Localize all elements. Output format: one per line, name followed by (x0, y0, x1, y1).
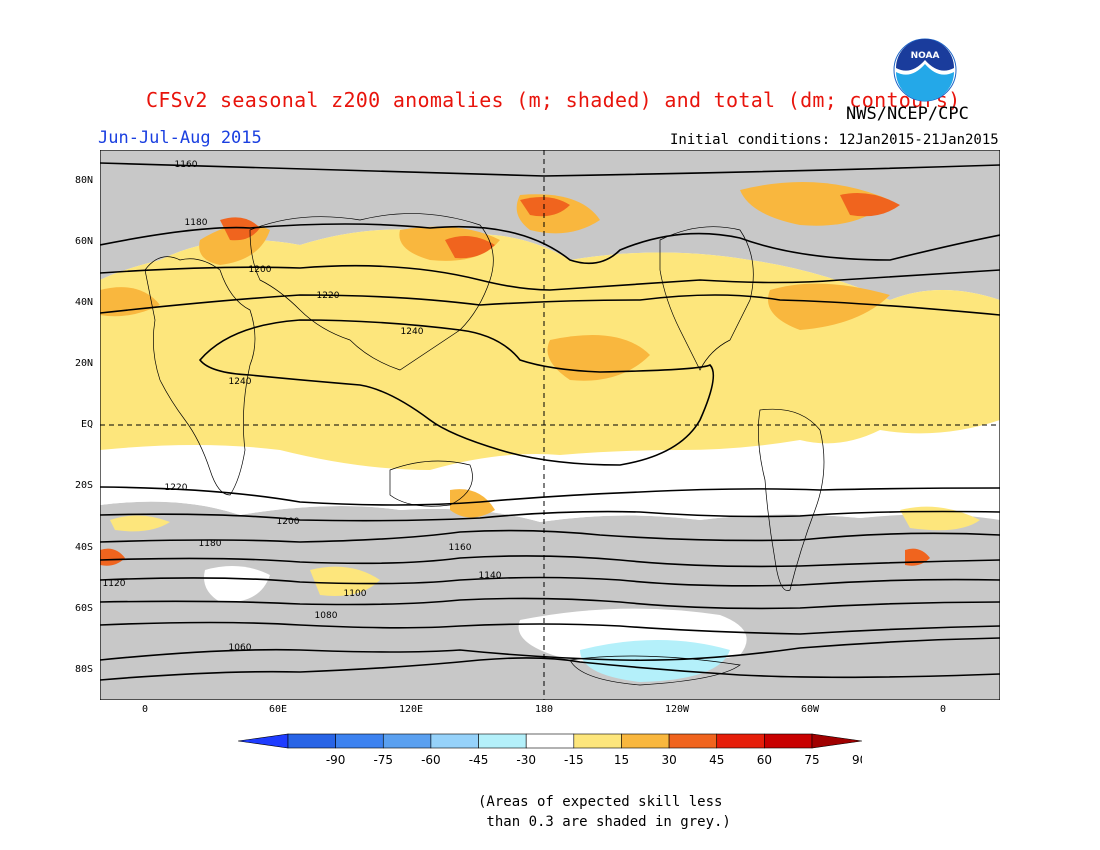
lon-label-60w: 60W (800, 704, 820, 715)
lat-label-40s: 40S (74, 542, 93, 553)
lat-label-20s: 20S (74, 480, 93, 491)
colorbar-swatches (238, 733, 862, 749)
height-contours (100, 162, 1000, 681)
lon-label-120e: 120E (398, 704, 424, 715)
contour-label: 1180 (185, 218, 208, 228)
skill-note-line-1: (Areas of expected skill less (478, 794, 723, 810)
colorbar-swatch (716, 733, 765, 749)
contour-label: 1160 (175, 160, 198, 170)
colorbar-swatch (287, 733, 336, 749)
colorbar-swatch (573, 733, 622, 749)
lat-label-20n: 20N (74, 358, 93, 369)
colorbar-tick-labels: -90 -75 -60 -45 -30 -15 15 30 45 60 75 90 (326, 753, 862, 767)
contour-label: 1240 (401, 327, 424, 337)
colorbar-swatch (621, 733, 670, 749)
anomaly-map: 1160 1180 1200 1220 1240 1240 1220 1200 … (100, 150, 1000, 700)
colorbar-swatch (525, 733, 575, 749)
agency-label: NWS/NCEP/CPC (846, 104, 969, 124)
colorbar-tick-label: 90 (852, 753, 862, 767)
contour-label: 1220 (165, 483, 188, 493)
colorbar-swatch (430, 733, 479, 749)
lon-label-0-right: 0 (939, 704, 947, 715)
contour-label-group: 1160 1180 1200 1220 1240 1240 1220 1200 … (103, 160, 502, 653)
colorbar-tick-label: -75 (373, 753, 393, 767)
colorbar-arrow-left (238, 733, 289, 749)
lat-label-eq: EQ (80, 419, 93, 430)
colorbar-arrow-right (811, 733, 862, 749)
contour-label: 1200 (277, 517, 300, 527)
colorbar-tick-label: 45 (709, 753, 724, 767)
colorbar-tick-label: 75 (804, 753, 819, 767)
contour-label: 1140 (479, 571, 502, 581)
contour-label: 1100 (344, 589, 367, 599)
lat-label-80s: 80S (74, 664, 93, 675)
contour-label: 1120 (103, 579, 126, 589)
lon-label-60e: 60E (268, 704, 288, 715)
colorbar-tick-label: -15 (564, 753, 584, 767)
colorbar-tick-label: -90 (326, 753, 346, 767)
lat-label-60n: 60N (74, 236, 93, 247)
contour-label: 1060 (229, 643, 252, 653)
lon-label-180: 180 (534, 704, 554, 715)
contour-label: 1180 (199, 539, 222, 549)
chart-title: CFSv2 seasonal z200 anomalies (m; shaded… (146, 88, 961, 112)
colorbar-tick-label: 60 (757, 753, 772, 767)
colorbar-swatch (668, 733, 718, 749)
skill-note-line-2: than 0.3 are shaded in grey.) (478, 814, 731, 830)
colorbar-tick-label: -60 (421, 753, 441, 767)
anomaly-45-60 (100, 192, 930, 566)
colorbar-tick-label: -45 (469, 753, 489, 767)
colorbar-swatch (764, 733, 813, 749)
lon-label-120w: 120W (664, 704, 690, 715)
contour-label: 1080 (315, 611, 338, 621)
colorbar: -90 -75 -60 -45 -30 -15 15 30 45 60 75 90 (238, 733, 862, 767)
colorbar-swatch (382, 733, 432, 749)
colorbar-tick-label: 15 (614, 753, 629, 767)
colorbar-swatch (478, 733, 527, 749)
lat-label-60s: 60S (74, 603, 93, 614)
lat-label-40n: 40N (74, 297, 93, 308)
contour-label: 1200 (249, 265, 272, 275)
colorbar-tick-label: 30 (661, 753, 676, 767)
colorbar-swatch (335, 733, 384, 749)
initial-conditions-label: Initial conditions: 12Jan2015-21Jan2015 (670, 132, 999, 148)
svg-text:NOAA: NOAA (911, 51, 940, 61)
lon-label-0-left: 0 (141, 704, 149, 715)
contour-label: 1220 (317, 291, 340, 301)
contour-label: 1160 (449, 543, 472, 553)
noaa-logo-icon: NOAA (893, 38, 957, 102)
colorbar-tick-label: -30 (516, 753, 536, 767)
lat-label-80n: 80N (74, 175, 93, 186)
contour-label: 1240 (229, 377, 252, 387)
season-label: Jun-Jul-Aug 2015 (98, 128, 262, 148)
skill-note: (Areas of expected skill less than 0.3 a… (478, 792, 731, 832)
